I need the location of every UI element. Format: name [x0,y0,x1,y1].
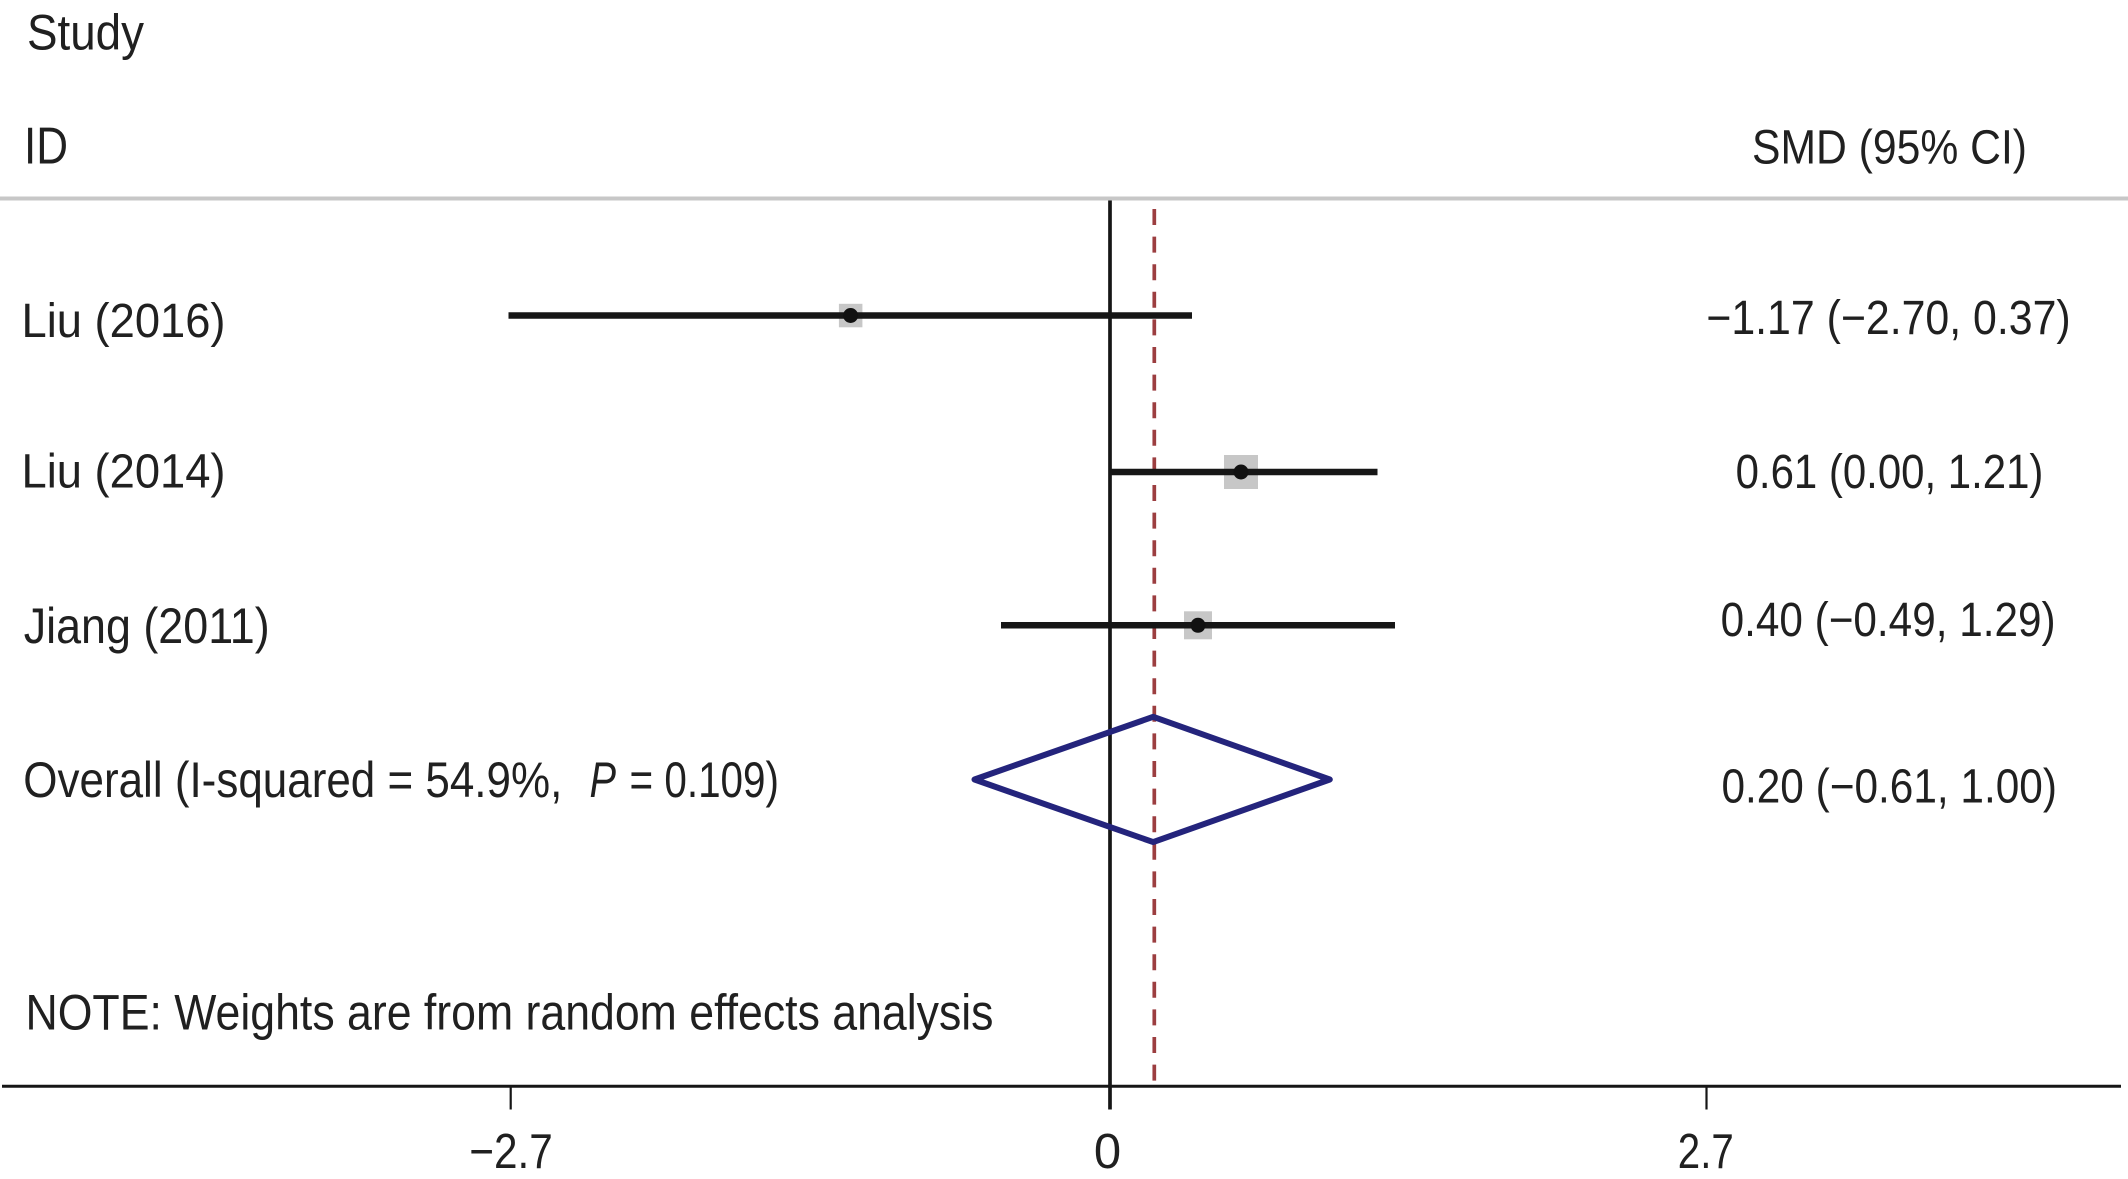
svg-text:Jiang (2011): Jiang (2011) [24,598,270,654]
svg-text:SMD (95% CI): SMD (95% CI) [1752,122,2027,175]
svg-text:= 0.109): = 0.109) [630,752,780,808]
svg-text:2.7: 2.7 [1678,1125,1734,1179]
svg-text:Study: Study [27,4,144,60]
svg-text:0: 0 [1094,1125,1121,1179]
svg-text:Liu (2014): Liu (2014) [22,445,226,498]
svg-text:P: P [590,752,617,808]
svg-text:ID: ID [24,118,68,176]
svg-text:Overall (I-squared = 54.9%,: Overall (I-squared = 54.9%, [23,752,562,808]
svg-text:−1.17 (−2.70, 0.37): −1.17 (−2.70, 0.37) [1706,292,2070,345]
svg-text:0.40 (−0.49, 1.29): 0.40 (−0.49, 1.29) [1721,594,2056,647]
svg-text:−2.7: −2.7 [469,1125,553,1179]
svg-text:Liu (2016): Liu (2016) [22,295,226,348]
svg-text:0.20 (−0.61, 1.00): 0.20 (−0.61, 1.00) [1721,760,2057,813]
svg-text:0.61 (0.00, 1.21): 0.61 (0.00, 1.21) [1736,446,2044,499]
svg-text:NOTE: Weights are from random: NOTE: Weights are from random effects an… [26,985,994,1041]
